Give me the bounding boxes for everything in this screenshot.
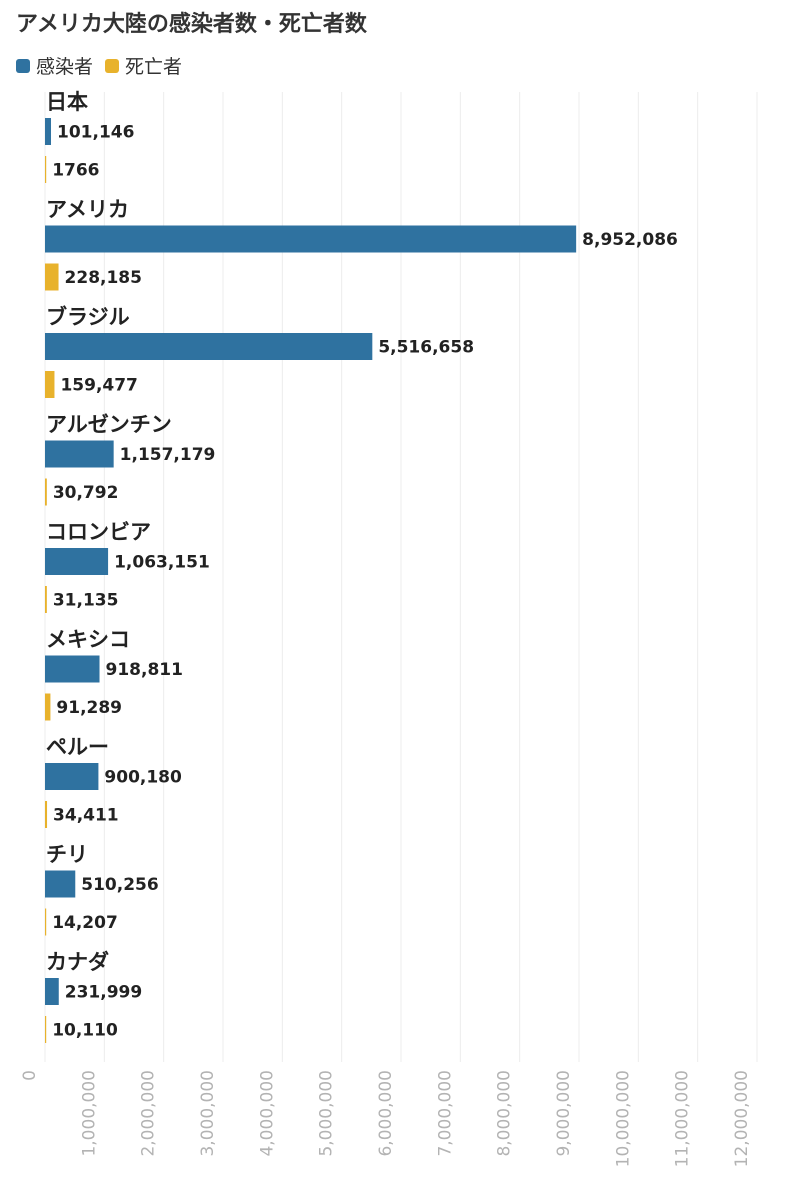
bars: 日本 101,146 1766 アメリカ 8,952,086 228,185 ブラジル 5,5… [45,90,678,1043]
legend-swatch-deaths [105,58,120,73]
bar-infected[interactable] [45,763,99,790]
legend-label-deaths: 死亡者 [125,56,183,78]
bar-infected[interactable] [45,118,52,145]
x-tick-label: 11,000,000 [673,1070,693,1167]
x-tick-label: 12,000,000 [732,1070,752,1167]
chart-title: アメリカ大陸の感染者数・死亡者数 [16,12,367,37]
x-tick-label: 2,000,000 [139,1070,159,1157]
category-label: コロンビア [46,520,151,544]
value-label-deaths: 228,185 [65,268,142,288]
category-label: ペルー [46,735,109,759]
bar-infected[interactable] [45,548,109,575]
x-tick-label: 0 [20,1070,40,1081]
bar-infected[interactable] [45,440,114,468]
bar-deaths[interactable] [45,908,47,936]
category-label: アメリカ [46,198,129,222]
value-label-infected: 231,999 [65,983,142,1003]
bar-deaths[interactable] [45,263,59,291]
value-label-infected: 1,063,151 [114,553,210,573]
value-label-deaths: 159,477 [60,376,137,396]
legend-label-infected: 感染者 [36,56,94,78]
bar-deaths[interactable] [45,586,47,613]
legend: 感染者 死亡者 [16,52,194,79]
x-tick-label: 8,000,000 [495,1070,515,1157]
bar-deaths[interactable] [45,478,47,506]
bar-deaths[interactable] [45,371,55,398]
bar-infected[interactable] [45,655,100,683]
x-tick-label: 6,000,000 [376,1070,396,1157]
value-label-infected: 510,256 [81,875,158,895]
value-label-deaths: 34,411 [53,806,119,826]
bar-deaths[interactable] [45,156,47,183]
value-label-infected: 1,157,179 [120,445,216,465]
x-tick-label: 10,000,000 [613,1070,633,1167]
x-tick-label: 5,000,000 [317,1070,337,1157]
value-label-deaths: 10,110 [52,1021,118,1041]
value-label-infected: 5,516,658 [378,338,474,358]
bar-deaths[interactable] [45,693,51,721]
value-label-infected: 101,146 [57,123,134,143]
category-label: カナダ [46,950,109,974]
bar-infected[interactable] [45,870,76,898]
value-label-infected: 918,811 [106,660,183,680]
legend-item-deaths[interactable]: 死亡者 [105,52,182,79]
value-label-deaths: 31,135 [53,591,119,611]
x-tick-label: 7,000,000 [435,1070,455,1157]
legend-swatch-infected [16,58,30,73]
x-tick-label: 9,000,000 [554,1070,574,1157]
category-label: アルゼンチン [46,413,172,437]
bar-infected[interactable] [45,978,59,1005]
category-label: ブラジル [46,305,130,329]
category-label: メキシコ [46,628,130,652]
value-label-infected: 900,180 [104,768,182,788]
value-label-deaths: 30,792 [53,483,119,503]
category-label: 日本 [46,90,88,114]
x-axis: 0 1,000,000 2,000,000 3,000,000 4,000,000 5,0… [20,1070,752,1167]
value-label-deaths: 91,289 [56,698,122,718]
legend-item-infected[interactable]: 感染者 [16,52,93,79]
category-label: チリ [46,843,88,867]
bar-infected[interactable] [45,225,577,253]
grid [44,92,758,1062]
x-tick-label: 3,000,000 [198,1070,218,1157]
bar-deaths[interactable] [45,1016,47,1043]
x-tick-label: 4,000,000 [257,1070,277,1157]
value-label-deaths: 14,207 [52,913,118,933]
value-label-deaths: 1766 [52,161,99,181]
value-label-infected: 8,952,086 [582,230,678,250]
bar-infected[interactable] [45,333,373,360]
bar-deaths[interactable] [45,801,48,828]
x-tick-label: 1,000,000 [79,1070,99,1157]
